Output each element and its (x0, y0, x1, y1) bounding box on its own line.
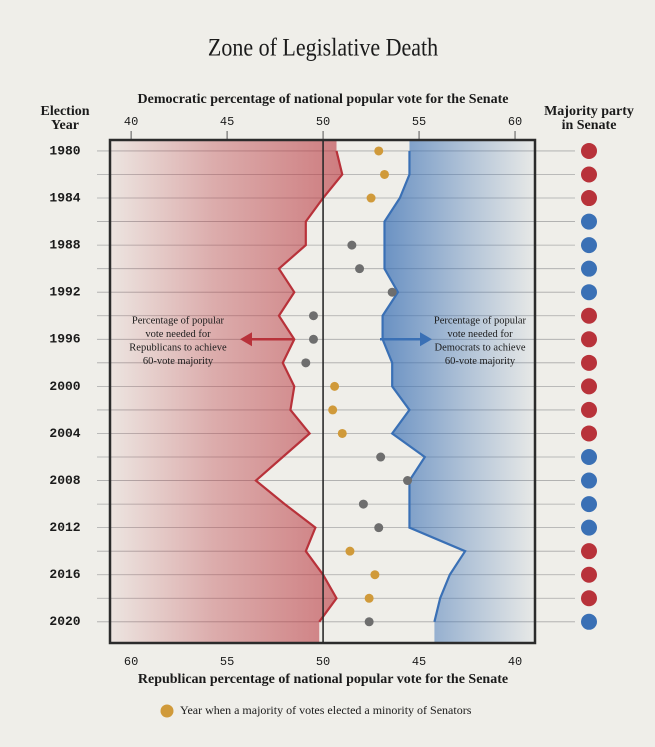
result-dot (347, 240, 357, 250)
result-dot (374, 146, 384, 156)
legend-swatch (160, 704, 174, 718)
series-line (381, 150, 467, 623)
majority-dot (581, 449, 597, 466)
result-dot (345, 546, 355, 556)
result-dot (355, 264, 365, 274)
result-dot (358, 499, 368, 509)
x2-tick-label: 50 (316, 655, 330, 669)
y-tick-label: 2012 (49, 520, 80, 535)
result-dot (366, 193, 376, 203)
legend-label: Year when a majority of votes elected a … (180, 703, 472, 717)
result-dot (308, 334, 318, 344)
annotation: Republicans to achieve (129, 342, 227, 353)
majority-dot (581, 613, 597, 630)
y-tick-label: 1980 (49, 143, 80, 158)
x-tick-label: 55 (412, 115, 426, 129)
majority-dot (581, 496, 597, 513)
majority-dot (581, 425, 597, 442)
result-dot (328, 405, 338, 415)
x2-tick-label: 60 (124, 655, 138, 669)
majority-dot (581, 543, 597, 560)
majority-dot (581, 190, 597, 207)
area (110, 140, 343, 643)
result-dot (364, 593, 374, 603)
x2-tick-label: 40 (508, 655, 522, 669)
result-dot (364, 617, 374, 627)
annotation: Democrats to achieve (435, 342, 526, 353)
majority-dot (581, 401, 597, 418)
majority-dot (581, 590, 597, 607)
y-axis-title: Year (51, 118, 79, 133)
majority-dot (581, 472, 597, 489)
majority-dot (581, 354, 597, 371)
majority-dot (581, 519, 597, 536)
result-dot (301, 358, 311, 368)
result-dot (308, 311, 318, 321)
result-dot (403, 476, 413, 486)
x2-tick-label: 45 (412, 655, 426, 669)
series-line (254, 150, 344, 623)
annotation: Percentage of popular (132, 315, 225, 326)
y-tick-label: 1992 (49, 285, 80, 300)
annotation: vote needed for (447, 329, 513, 340)
majority-dot (581, 213, 597, 230)
result-dot (370, 570, 380, 580)
right-axis-title: Majority party (544, 104, 634, 119)
majority-dot (581, 142, 597, 159)
x-tick-label: 60 (508, 115, 522, 129)
majority-dot (581, 284, 597, 301)
x2-tick-label: 55 (220, 655, 234, 669)
area (382, 140, 535, 643)
y-tick-label: 1996 (49, 332, 80, 347)
y-tick-label: 1988 (49, 238, 80, 253)
x2-axis-title: Republican percentage of national popula… (138, 672, 508, 687)
chart-title: Zone of Legislative Death (208, 35, 438, 63)
result-dot (374, 523, 384, 533)
y-tick-label: 2000 (49, 379, 80, 394)
annotation: 60-vote majority (445, 356, 516, 367)
result-dot (376, 452, 386, 462)
result-dot (330, 381, 340, 391)
y-tick-label: 2020 (49, 614, 80, 629)
annotation: Percentage of popular (434, 315, 527, 326)
majority-dot (581, 260, 597, 277)
arrow-head (240, 332, 252, 347)
x-tick-label: 50 (316, 115, 330, 129)
y-tick-label: 2004 (49, 426, 80, 441)
majority-dot (581, 331, 597, 348)
y-tick-label: 2016 (49, 567, 80, 582)
y-tick-label: 2008 (49, 473, 80, 488)
result-dot (387, 287, 397, 297)
majority-dot (581, 566, 597, 583)
majority-dot (581, 307, 597, 324)
result-dot (337, 428, 347, 438)
majority-dot (581, 166, 597, 183)
y-axis-title: Election (41, 104, 90, 119)
x-tick-label: 40 (124, 115, 138, 129)
annotation: vote needed for (145, 329, 211, 340)
annotation: 60-vote majority (143, 356, 214, 367)
x-tick-label: 45 (220, 115, 234, 129)
result-dot (380, 169, 390, 179)
y-tick-label: 1984 (49, 190, 80, 205)
right-axis-title: in Senate (562, 118, 617, 133)
x-axis-title: Democratic percentage of national popula… (138, 92, 509, 107)
majority-dot (581, 237, 597, 254)
arrow-head (420, 332, 432, 347)
majority-dot (581, 378, 597, 395)
